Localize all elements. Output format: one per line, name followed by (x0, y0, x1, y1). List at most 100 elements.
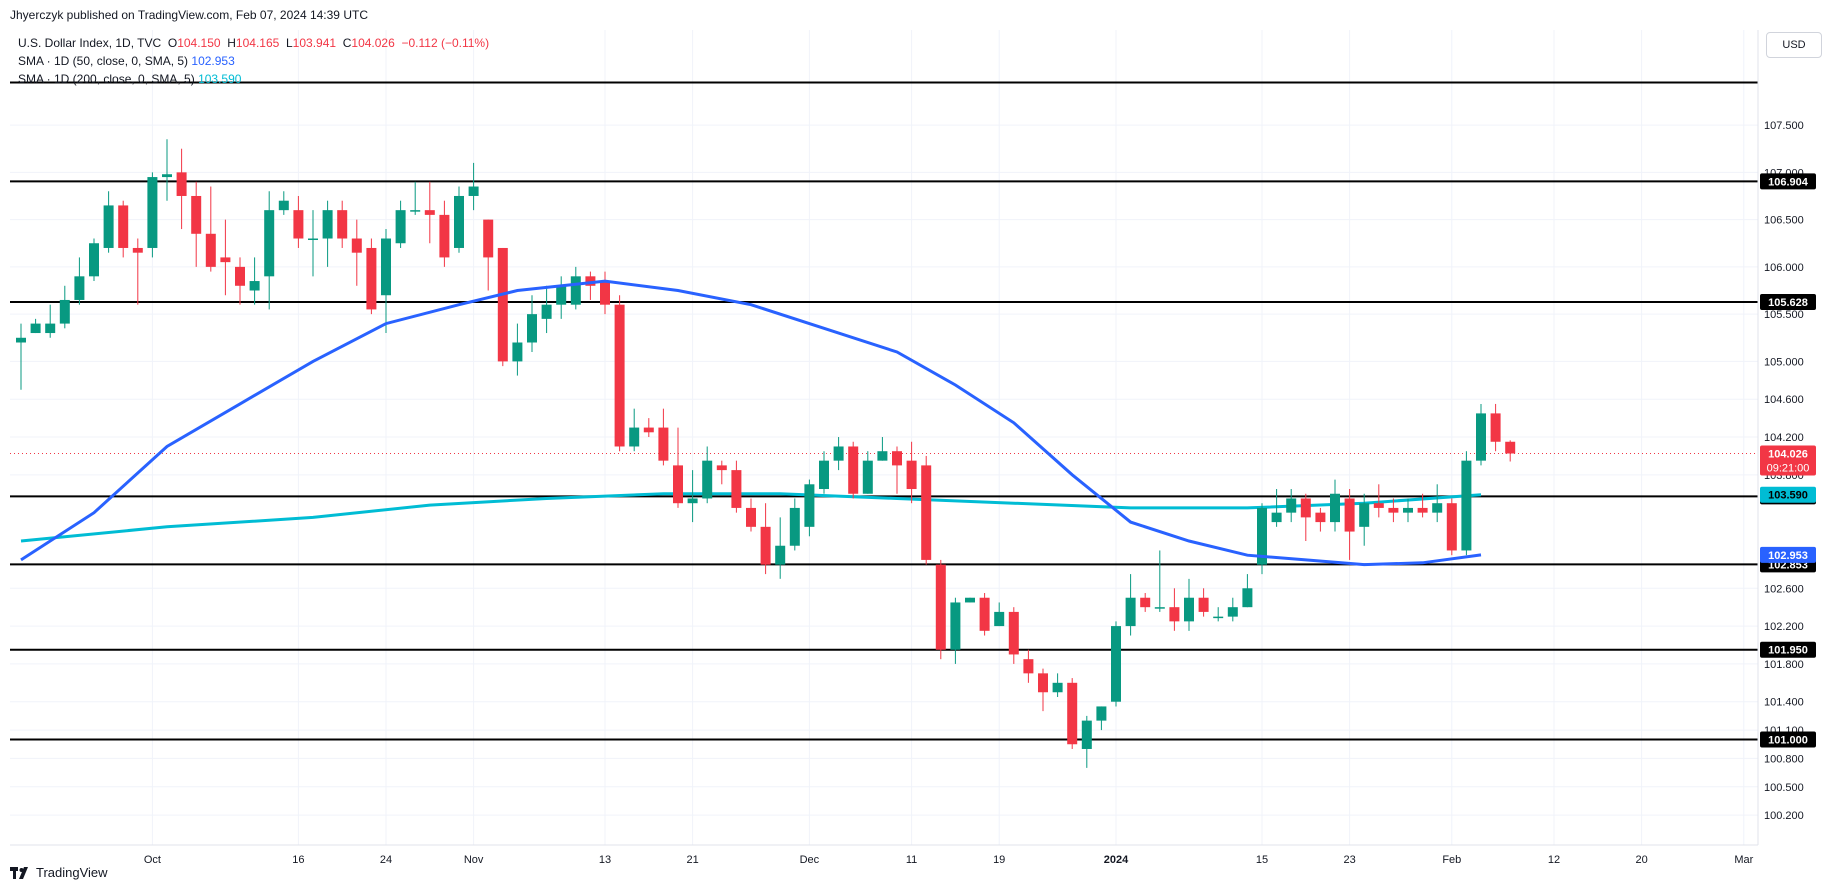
candle-body (235, 266, 245, 286)
candle (74, 257, 85, 305)
sma200-price-tag-text: 103.590 (1768, 490, 1808, 502)
candle (1505, 440, 1516, 462)
candle (1461, 451, 1472, 556)
candle (1446, 498, 1457, 556)
x-tick-label: 21 (686, 854, 698, 866)
y-tick-label: 104.600 (1764, 394, 1804, 406)
candle-body (264, 210, 275, 277)
candle (191, 181, 202, 267)
candle-body (74, 276, 85, 300)
x-tick-label: 12 (1548, 854, 1560, 866)
candle (1417, 493, 1428, 518)
candle (220, 219, 231, 296)
candle (556, 276, 567, 319)
candle-body (308, 238, 318, 241)
x-tick-label: 11 (906, 854, 917, 866)
y-tick-label: 106.500 (1764, 215, 1804, 227)
y-tick-label: 107.500 (1764, 120, 1804, 132)
x-tick-label: Dec (800, 854, 820, 866)
candle-body (804, 484, 815, 527)
candle (410, 181, 421, 215)
candle-body (1023, 659, 1034, 674)
x-tick-label: Nov (464, 854, 484, 866)
candle-body (1476, 413, 1486, 461)
candle (541, 285, 552, 334)
candle-body (147, 177, 158, 248)
candle (249, 257, 260, 305)
sma50-series (20, 279, 1482, 567)
tradingview-logo-icon (10, 866, 28, 879)
candle (176, 148, 187, 230)
brand-label: TradingView (36, 865, 108, 880)
y-tick-label: 100.500 (1764, 782, 1804, 794)
candle-body (1417, 507, 1428, 513)
candle-body (731, 470, 742, 508)
candle-body (176, 172, 187, 196)
candle (862, 451, 873, 494)
level-price-tag-text: 101.000 (1768, 735, 1808, 747)
level-price-tag-text: 106.904 (1768, 176, 1809, 188)
candle-body (585, 276, 596, 286)
candle-body (892, 451, 902, 466)
candle-body (1403, 507, 1413, 513)
currency-button[interactable]: USD (1766, 32, 1822, 58)
candle (1081, 715, 1092, 768)
sma50-price-tag-bg (1760, 546, 1816, 563)
candle-body (497, 247, 508, 362)
candle (337, 200, 348, 248)
candle (264, 191, 275, 310)
candle (424, 181, 435, 244)
candle (1315, 507, 1326, 532)
candle (103, 191, 114, 253)
candle-body (30, 323, 41, 334)
candle-body (702, 460, 713, 499)
candle-body (337, 210, 348, 239)
candle (235, 257, 245, 305)
candle-body (366, 247, 377, 310)
published-caption: Jhyerczyk published on TradingView.com, … (10, 8, 368, 22)
x-tick-label: 23 (1343, 854, 1355, 866)
candle-body (1213, 616, 1224, 619)
candle (351, 219, 362, 286)
candle (147, 172, 158, 258)
candle-body (424, 210, 435, 215)
candle-body (1446, 503, 1457, 551)
current-price-tag-bg (1760, 445, 1816, 476)
high-value: 104.165 (235, 36, 280, 50)
candle (366, 238, 377, 315)
close-label: C (342, 36, 352, 50)
candle (1373, 484, 1384, 518)
candle-body (819, 460, 829, 490)
candle (1111, 621, 1121, 707)
candle-body (45, 323, 56, 334)
candle-body (527, 314, 537, 343)
candle-body (410, 210, 421, 212)
candle (877, 437, 888, 461)
candle-body (220, 257, 231, 263)
candle-body (395, 210, 406, 244)
candle (804, 479, 815, 537)
sma200-price-tag-bg (1760, 486, 1816, 503)
candles-series (16, 139, 1516, 768)
candle (278, 191, 289, 215)
level-price-tag: 105.628 (1760, 294, 1816, 311)
candle-body (512, 342, 523, 362)
current-price-tag: 104.026 09:21:00 (1760, 445, 1816, 476)
candle (1359, 493, 1370, 546)
candle (527, 295, 537, 352)
candle-body (454, 195, 464, 248)
candle-body (1490, 413, 1501, 442)
candle-body (556, 285, 567, 305)
candle (629, 408, 640, 452)
candle-body (351, 238, 362, 253)
candle (132, 238, 143, 305)
x-tick-label: 13 (599, 854, 611, 866)
x-tick-label: Feb (1442, 854, 1461, 866)
candle (1052, 673, 1063, 697)
candle-body (1432, 503, 1443, 513)
candle (716, 460, 727, 485)
tradingview-brand[interactable]: TradingView (10, 865, 108, 880)
candle (1213, 607, 1224, 622)
sma50-price-tag-text: 102.953 (1768, 550, 1808, 562)
